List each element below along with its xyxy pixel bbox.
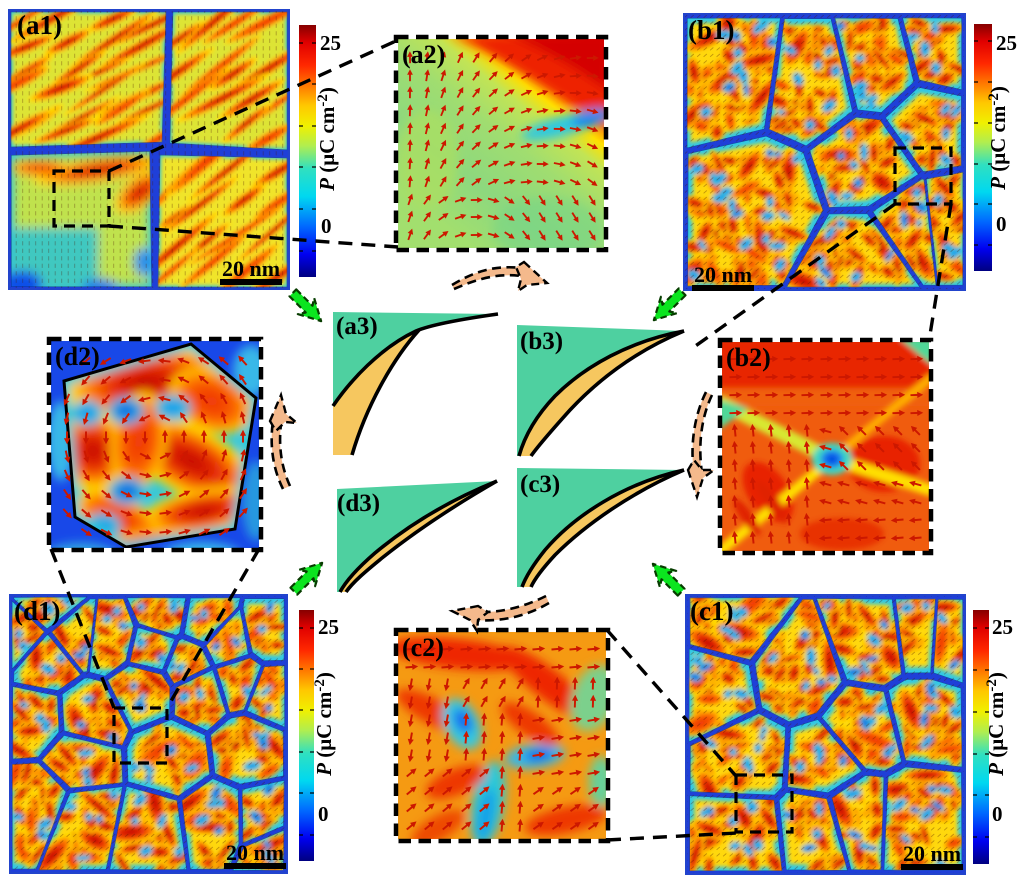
svg-text:(c2): (c2) [402,633,444,662]
svg-text:(c3): (c3) [520,471,560,498]
svg-text:(b2): (b2) [726,343,771,372]
svg-text:(b3): (b3) [520,328,563,355]
svg-text:(c1): (c1) [690,596,733,626]
svg-text:0: 0 [992,802,1003,826]
svg-text:25: 25 [996,31,1017,55]
svg-text:(d2): (d2) [55,342,100,371]
svg-text:(a3): (a3) [336,313,378,340]
svg-text:25: 25 [320,31,341,55]
svg-text:0: 0 [321,214,332,238]
svg-text:0: 0 [996,212,1007,236]
svg-text:(d3): (d3) [337,490,380,517]
svg-text:25: 25 [318,615,339,639]
svg-text:0: 0 [318,802,329,826]
svg-text:(d1): (d1) [14,596,61,626]
svg-text:(b1): (b1) [688,15,735,45]
svg-text:(a2): (a2) [402,40,445,69]
svg-text:20 nm: 20 nm [226,840,284,865]
svg-text:20 nm: 20 nm [903,841,961,866]
svg-text:20 nm: 20 nm [222,256,280,281]
svg-text:(a1): (a1) [17,10,62,40]
svg-text:25: 25 [992,615,1013,639]
svg-text:20 nm: 20 nm [694,262,752,287]
